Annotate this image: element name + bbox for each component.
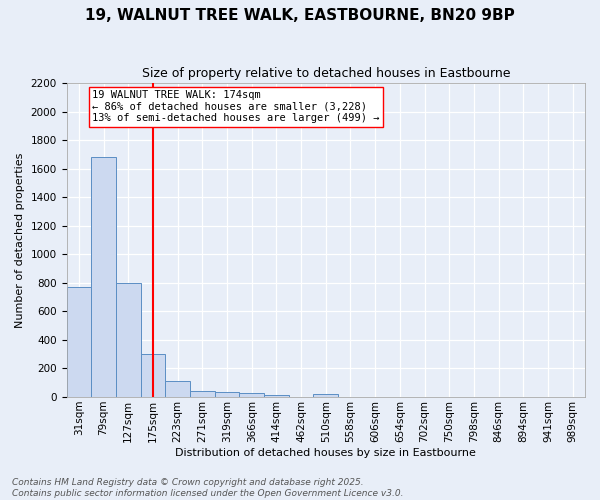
Bar [264, 395, 289, 397]
Text: 19 WALNUT TREE WALK: 174sqm
← 86% of detached houses are smaller (3,228)
13% of : 19 WALNUT TREE WALK: 174sqm ← 86% of det… [92, 90, 380, 124]
Bar [215, 392, 239, 397]
Title: Size of property relative to detached houses in Eastbourne: Size of property relative to detached ho… [142, 68, 510, 80]
Bar [165, 380, 190, 397]
X-axis label: Distribution of detached houses by size in Eastbourne: Distribution of detached houses by size … [175, 448, 476, 458]
Bar [116, 283, 140, 397]
Bar [140, 354, 165, 397]
Text: 19, WALNUT TREE WALK, EASTBOURNE, BN20 9BP: 19, WALNUT TREE WALK, EASTBOURNE, BN20 9… [85, 8, 515, 22]
Bar [91, 158, 116, 397]
Y-axis label: Number of detached properties: Number of detached properties [15, 152, 25, 328]
Bar [239, 394, 264, 397]
Text: Contains HM Land Registry data © Crown copyright and database right 2025.
Contai: Contains HM Land Registry data © Crown c… [12, 478, 404, 498]
Bar [190, 390, 215, 397]
Bar [67, 287, 91, 397]
Bar [313, 394, 338, 397]
